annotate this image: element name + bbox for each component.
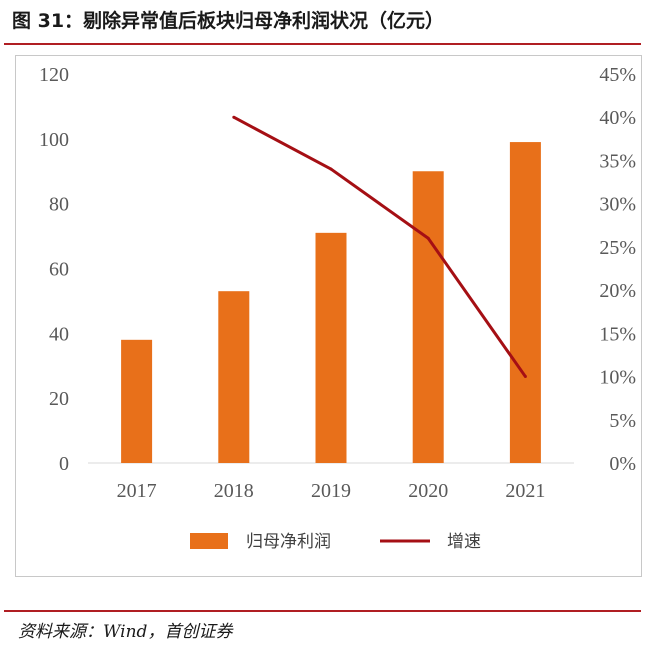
y-right-tick-label: 5% bbox=[609, 410, 636, 432]
y-right-tick-label: 45% bbox=[599, 64, 636, 86]
left-axis: 0 20 40 60 80 100 120 bbox=[39, 64, 574, 475]
y-left-tick-label: 40 bbox=[49, 323, 69, 345]
legend: 归母净利润 增速 bbox=[190, 532, 481, 552]
x-tick-label: 2017 bbox=[117, 480, 157, 502]
legend-swatch-bar bbox=[190, 533, 228, 549]
y-right-tick-label: 15% bbox=[599, 323, 636, 345]
line-point bbox=[426, 236, 430, 240]
x-axis: 2017 2018 2019 2020 2021 bbox=[117, 480, 546, 502]
line-point bbox=[523, 375, 527, 379]
bar bbox=[412, 171, 444, 463]
y-right-tick-label: 40% bbox=[599, 107, 636, 129]
title-rule bbox=[4, 43, 641, 45]
line-point bbox=[232, 115, 236, 119]
footer-rule bbox=[4, 610, 641, 612]
bar bbox=[509, 142, 541, 463]
y-left-tick-label: 100 bbox=[39, 129, 69, 151]
bar-series bbox=[121, 142, 541, 463]
y-left-tick-label: 60 bbox=[49, 259, 69, 281]
chart: 0 20 40 60 80 100 120 0% 5% 10% 15% 20% 25% 30% 35% 40… bbox=[39, 64, 636, 552]
y-right-tick-label: 25% bbox=[599, 237, 636, 259]
x-tick-label: 2018 bbox=[214, 480, 254, 502]
bar bbox=[121, 339, 153, 463]
chart-frame bbox=[15, 55, 642, 577]
bar bbox=[315, 232, 347, 463]
y-left-tick-label: 20 bbox=[49, 388, 69, 410]
legend-label-bar: 归母净利润 bbox=[246, 532, 331, 552]
x-tick-label: 2020 bbox=[408, 480, 448, 502]
y-right-tick-label: 0% bbox=[609, 453, 636, 475]
x-tick-label: 2021 bbox=[505, 480, 545, 502]
y-right-tick-label: 30% bbox=[599, 194, 636, 216]
y-left-tick-label: 120 bbox=[39, 64, 69, 86]
bar bbox=[218, 291, 250, 463]
legend-label-line: 增速 bbox=[447, 532, 481, 552]
y-right-tick-label: 35% bbox=[599, 150, 636, 172]
growth-line bbox=[233, 115, 527, 378]
y-left-tick-label: 80 bbox=[49, 194, 69, 216]
y-right-tick-label: 10% bbox=[599, 367, 636, 389]
right-axis: 0% 5% 10% 15% 20% 25% 30% 35% 40% 45% bbox=[599, 64, 636, 475]
source-note: 资料来源：Wind，首创证券 bbox=[18, 622, 233, 642]
line-point bbox=[329, 167, 333, 171]
line-series bbox=[232, 115, 527, 379]
x-tick-label: 2019 bbox=[311, 480, 351, 502]
figure-title: 图 31：剔除异常值后板块归母净利润状况（亿元） bbox=[12, 10, 445, 32]
y-right-tick-label: 20% bbox=[599, 280, 636, 302]
y-left-tick-label: 0 bbox=[59, 453, 69, 475]
